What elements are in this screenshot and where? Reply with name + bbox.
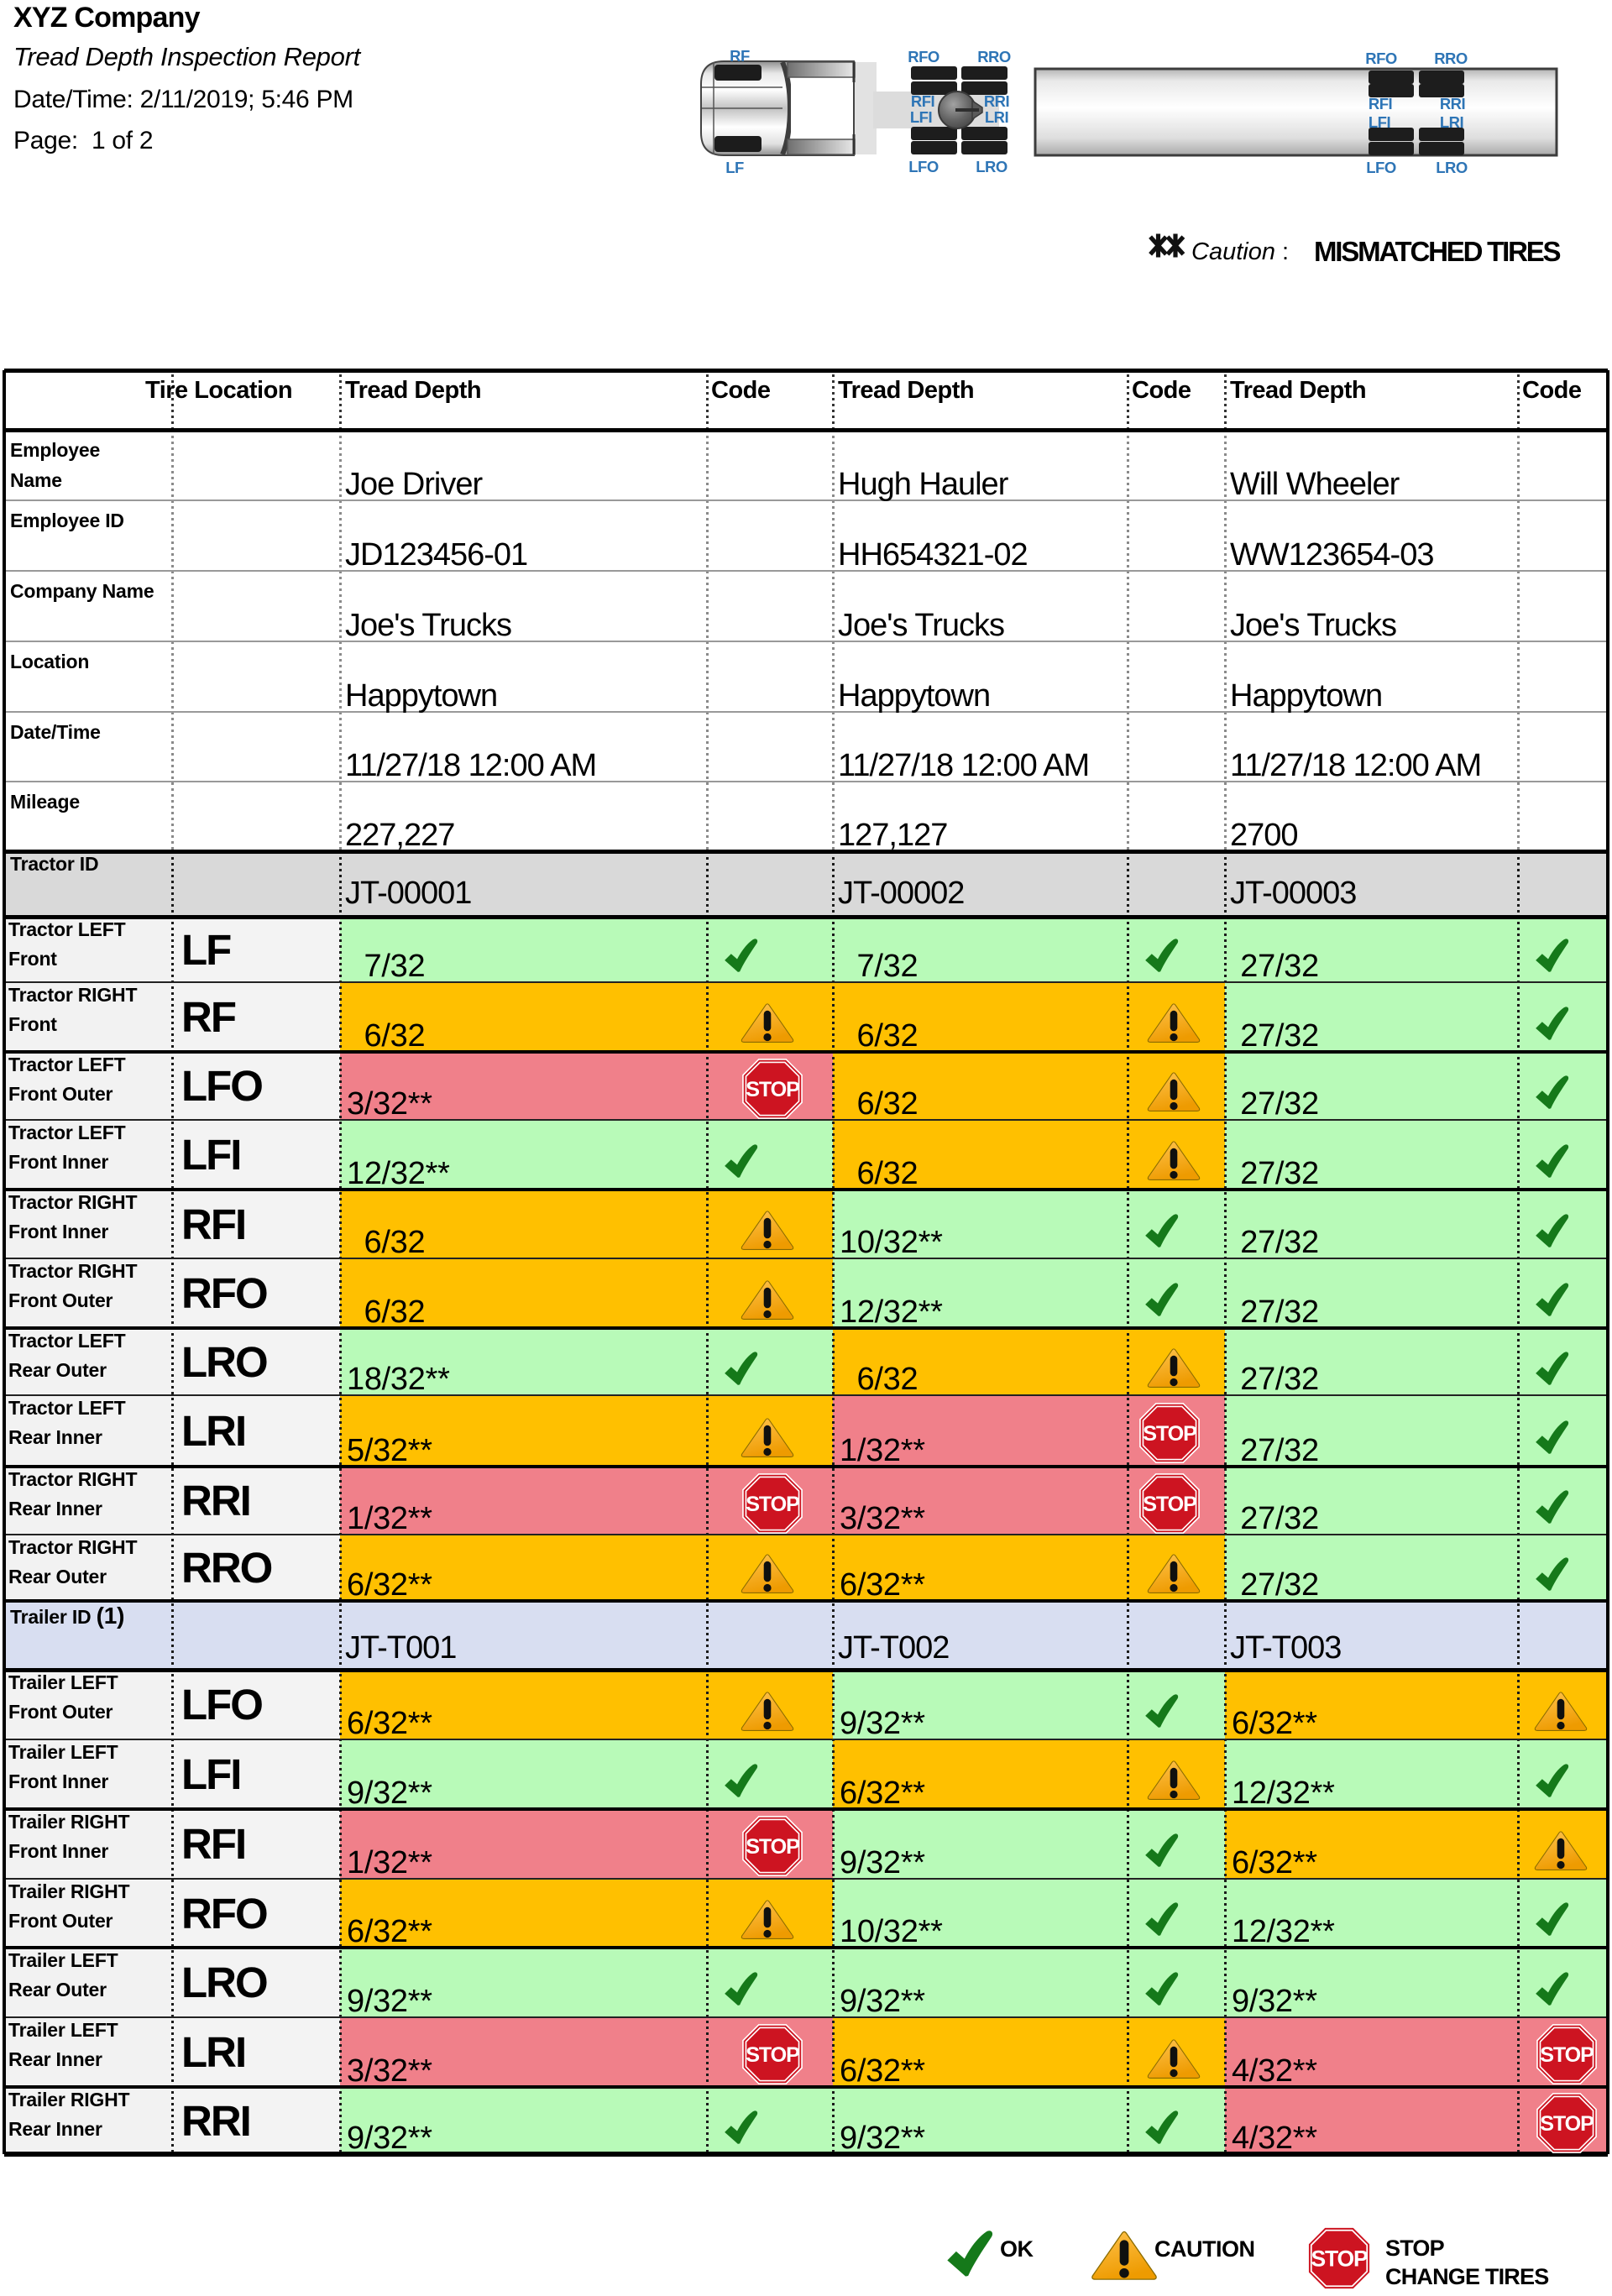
svg-text:LRI: LRI (985, 108, 1008, 126)
svg-text:STOP: STOP (1540, 2043, 1594, 2067)
svg-text:LFO: LFO (908, 158, 939, 175)
svg-text:STOP: STOP (1311, 2246, 1368, 2271)
svg-text:LF: LF (725, 159, 744, 176)
svg-text:STOP: STOP (746, 1835, 799, 1859)
svg-text:STOP: STOP (746, 1078, 799, 1101)
svg-text:STOP: STOP (746, 1493, 799, 1516)
svg-text:RFO: RFO (908, 48, 939, 65)
svg-text:STOP: STOP (1143, 1422, 1196, 1446)
svg-text:RF: RF (730, 47, 750, 65)
svg-text:RRI: RRI (1440, 95, 1465, 112)
svg-text:LFI: LFI (1369, 113, 1390, 131)
svg-text:RRI: RRI (984, 92, 1009, 110)
svg-text:LFO: LFO (1366, 159, 1396, 176)
svg-text:STOP: STOP (1143, 1493, 1196, 1516)
svg-text:LFI: LFI (910, 108, 932, 126)
svg-text:STOP: STOP (1540, 2112, 1594, 2136)
svg-text:RRO: RRO (1434, 50, 1468, 67)
svg-text:RFI: RFI (1369, 95, 1392, 112)
svg-text:RRO: RRO (977, 48, 1011, 65)
svg-text:LRI: LRI (1440, 113, 1463, 131)
svg-text:STOP: STOP (746, 2043, 799, 2067)
svg-text:RFO: RFO (1365, 50, 1397, 67)
svg-text:LRO: LRO (1436, 159, 1468, 176)
svg-text:RFI: RFI (911, 92, 934, 110)
svg-text:LRO: LRO (976, 158, 1008, 175)
